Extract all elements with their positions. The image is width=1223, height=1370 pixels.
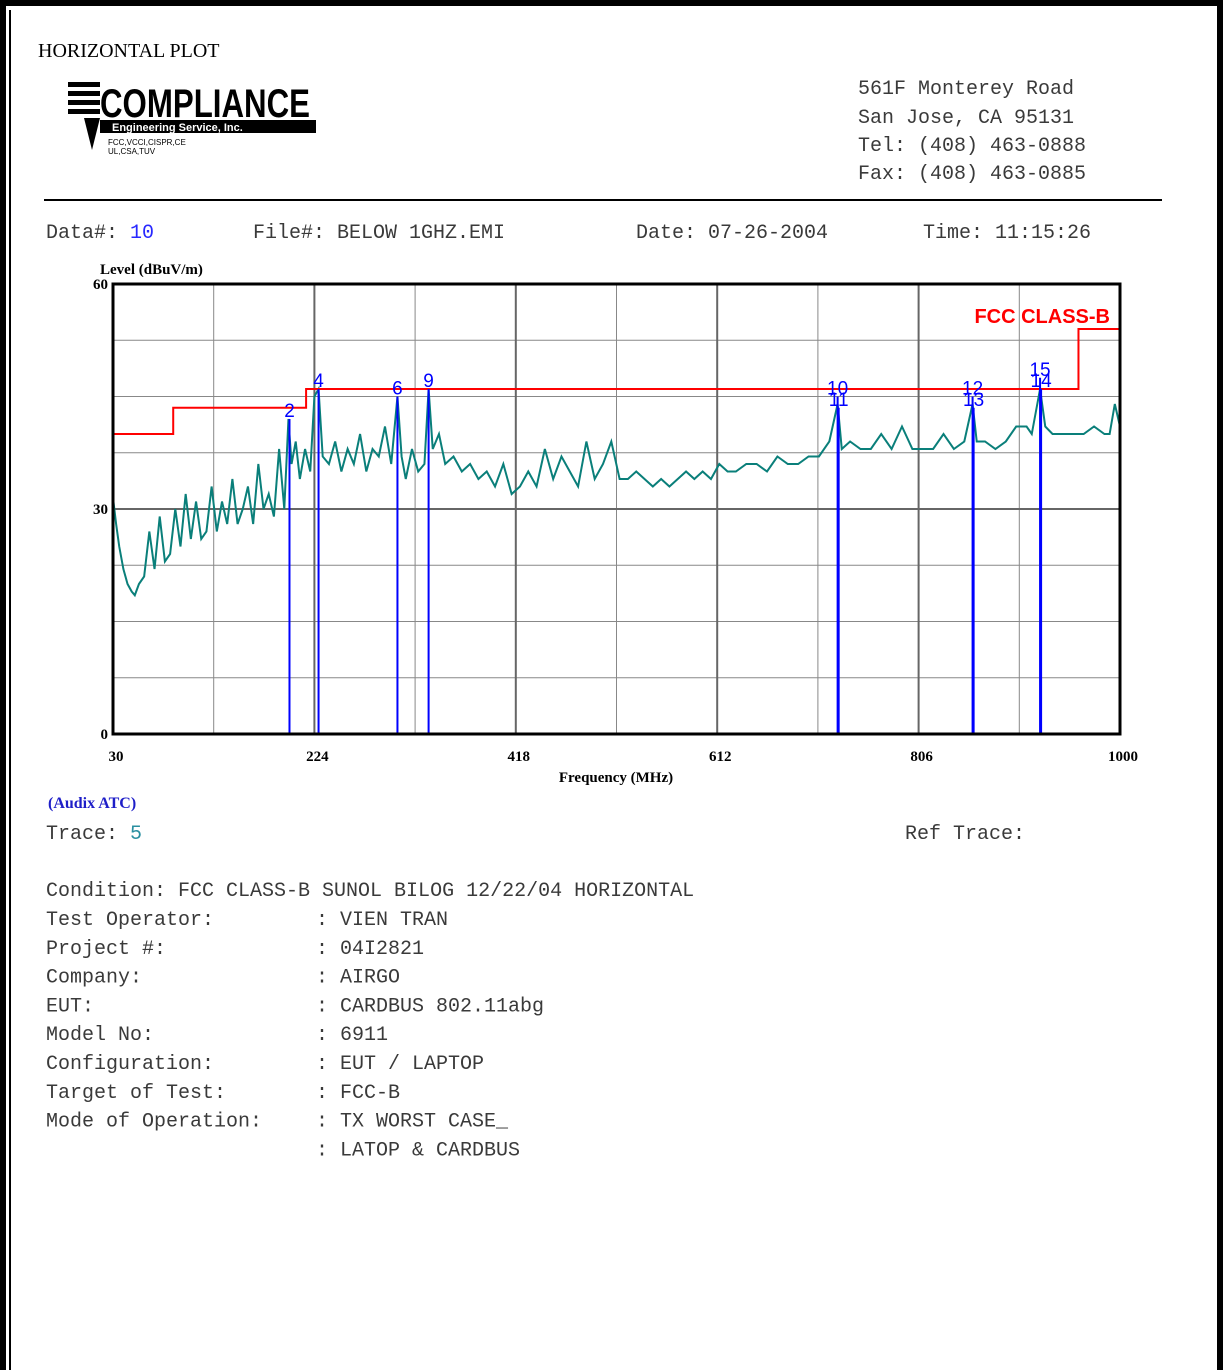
info-item: Time: 11:15:26 bbox=[923, 222, 1091, 245]
field-label: Mode of Operation: bbox=[46, 1111, 262, 1134]
field-value: : 04I2821 bbox=[316, 938, 424, 961]
field-value: : VIEN TRAN bbox=[316, 909, 448, 932]
marker-label: 14 bbox=[1031, 371, 1053, 392]
field-label: EUT: bbox=[46, 995, 94, 1018]
address-line: Tel: (408) 463-0888 bbox=[858, 135, 1086, 158]
logo-name: COMPLIANCE bbox=[100, 82, 310, 126]
plot-frame bbox=[111, 282, 1122, 736]
field-value: : AIRGO bbox=[316, 967, 400, 990]
marker-label: 2 bbox=[284, 401, 295, 422]
fields: Test Operator: : VIEN TRAN Project #: : 04I… bbox=[46, 909, 544, 1162]
field-value: : LATOP & CARDBUS bbox=[316, 1139, 520, 1162]
series-line bbox=[113, 328, 1120, 435]
address-line: San Jose, CA 95131 bbox=[858, 107, 1074, 130]
condition: Condition: FCC CLASS-B SUNOL BILOG 12/22… bbox=[46, 880, 694, 903]
field-label: Target of Test: bbox=[46, 1082, 226, 1105]
info-item: Date: 07-26-2004 bbox=[636, 222, 828, 245]
marker-label: 9 bbox=[423, 371, 434, 392]
logo-subtitle: Engineering Service, Inc. bbox=[112, 122, 243, 134]
y-tick-label: 60 bbox=[93, 277, 108, 293]
logo: COMPLIANCE Engineering Service, Inc. FCC… bbox=[68, 82, 316, 156]
field-value: : 6911 bbox=[316, 1024, 388, 1047]
field-label: Company: bbox=[46, 967, 142, 990]
field-value: : EUT / LAPTOP bbox=[316, 1053, 484, 1076]
field-label: Model No: bbox=[46, 1024, 154, 1047]
ref-trace: Ref Trace: bbox=[905, 823, 1025, 846]
marker-label: 10 bbox=[827, 379, 848, 400]
logo-cert: FCC,VCCI,CISPR,CE bbox=[108, 138, 186, 147]
x-tick-label: 806 bbox=[910, 749, 933, 765]
x-tick-label: 612 bbox=[709, 749, 732, 765]
logo-cert: UL,CSA,TUV bbox=[108, 147, 156, 156]
address-line: 561F Monterey Road bbox=[858, 78, 1074, 101]
x-tick-label: 30 bbox=[109, 749, 124, 765]
marker-label: 15 bbox=[1029, 360, 1050, 381]
field-label: Test Operator: bbox=[46, 909, 214, 932]
field-value: : CARDBUS 802.11abg bbox=[316, 995, 544, 1018]
series-line bbox=[112, 385, 1121, 598]
marker-label: 12 bbox=[962, 379, 983, 400]
marker-label: 13 bbox=[963, 390, 984, 411]
plot-title: HORIZONTAL PLOT bbox=[38, 40, 220, 62]
antenna: (Audix ATC) bbox=[48, 795, 136, 812]
x-tick-label: 1000 bbox=[1108, 749, 1138, 765]
y-tick-label: 0 bbox=[101, 727, 109, 743]
info-item: Data#: 10 bbox=[46, 222, 154, 245]
marker-label: 6 bbox=[392, 379, 403, 400]
series-label: FCC CLASS-B bbox=[974, 306, 1110, 328]
trace: Trace: 5 bbox=[46, 823, 142, 846]
x-tick-label: 224 bbox=[306, 749, 329, 765]
marker-label: 4 bbox=[313, 371, 324, 392]
field-value: : FCC-B bbox=[316, 1082, 400, 1105]
info-item: File#: BELOW 1GHZ.EMI bbox=[253, 222, 505, 245]
address-line: Fax: (408) 463-0885 bbox=[858, 163, 1086, 186]
x-axis-label: Frequency (MHz) bbox=[559, 770, 673, 786]
field-value: : TX WORST CASE_ bbox=[316, 1111, 509, 1134]
field-label: Project #: bbox=[46, 938, 166, 961]
x-tick-label: 418 bbox=[508, 749, 531, 765]
field-label: Configuration: bbox=[46, 1053, 214, 1076]
marker-label: 11 bbox=[829, 390, 849, 411]
y-tick-label: 30 bbox=[93, 502, 108, 518]
y-axis-label: Level (dBuV/m) bbox=[100, 262, 203, 278]
